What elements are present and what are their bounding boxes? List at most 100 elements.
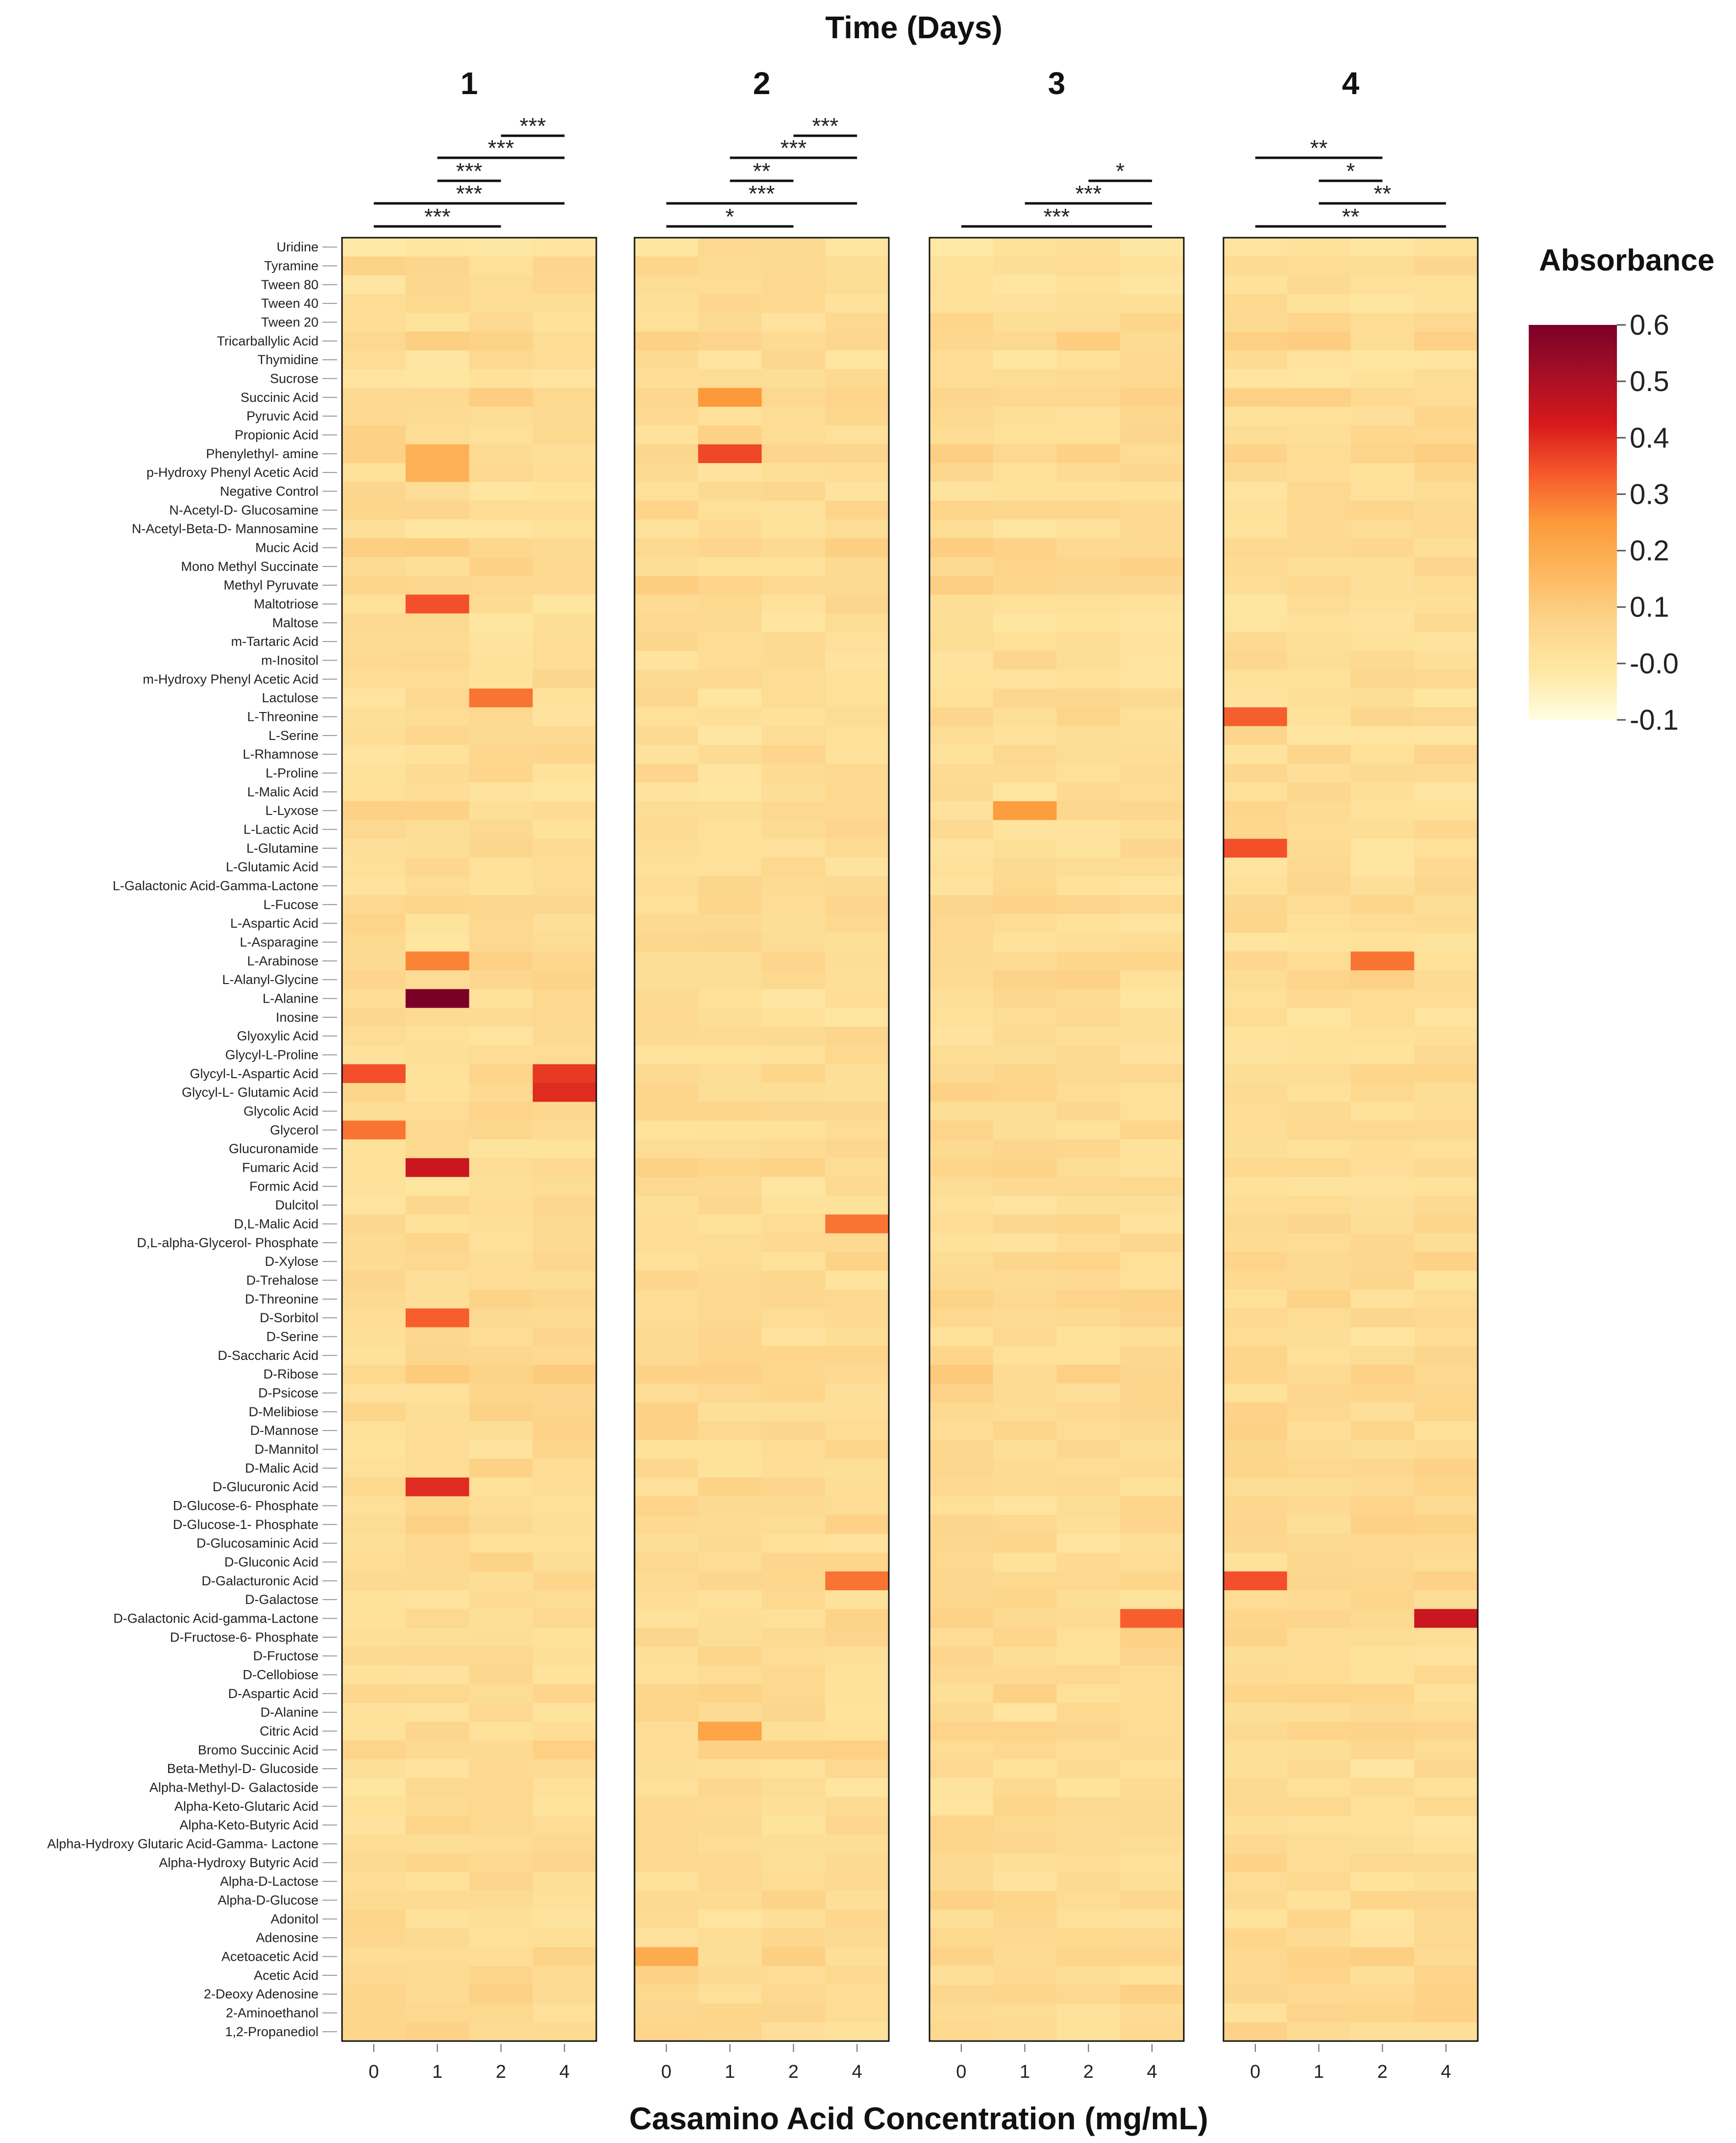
heatmap-cell bbox=[1287, 1740, 1351, 1760]
heatmap-cell bbox=[1120, 1928, 1184, 1947]
heatmap-cell bbox=[1350, 989, 1415, 1009]
heatmap-cell bbox=[1287, 444, 1351, 464]
heatmap-cell bbox=[405, 1478, 470, 1497]
heatmap-cell bbox=[533, 1816, 597, 1835]
heatmap-cell bbox=[1120, 519, 1184, 539]
heatmap-cell bbox=[533, 294, 597, 313]
heatmap-cell bbox=[698, 1064, 762, 1084]
heatmap-cell bbox=[761, 764, 826, 783]
heatmap-cell bbox=[469, 1534, 533, 1553]
heatmap-cell bbox=[1350, 1571, 1415, 1591]
heatmap-cell bbox=[1287, 613, 1351, 633]
heatmap-cell bbox=[469, 745, 533, 764]
heatmap-cell bbox=[1120, 876, 1184, 896]
heatmap-cell bbox=[698, 1947, 762, 1967]
heatmap-cell bbox=[635, 557, 699, 576]
heatmap-cell bbox=[1350, 933, 1415, 952]
heatmap-cell bbox=[1223, 1440, 1288, 1459]
heatmap-cell bbox=[929, 594, 994, 614]
heatmap-cell bbox=[698, 1478, 762, 1497]
heatmap-cell bbox=[469, 1346, 533, 1365]
heatmap-cell bbox=[1120, 2003, 1184, 2023]
heatmap-cell bbox=[1223, 238, 1288, 257]
heatmap-cell bbox=[533, 369, 597, 389]
heatmap-cell bbox=[993, 1909, 1057, 1929]
heatmap-cell bbox=[635, 1383, 699, 1403]
heatmap-cell bbox=[635, 1609, 699, 1628]
heatmap-cell bbox=[1287, 951, 1351, 971]
row-label: D-Sorbitol bbox=[260, 1310, 318, 1325]
heatmap-cell bbox=[1350, 1308, 1415, 1328]
heatmap-cell bbox=[342, 914, 406, 933]
heatmap-cell bbox=[1056, 1083, 1121, 1102]
panel-title: 2 bbox=[753, 66, 771, 101]
heatmap-cell bbox=[1350, 1928, 1415, 1947]
heatmap-cell bbox=[698, 689, 762, 708]
heatmap-cell bbox=[1287, 1609, 1351, 1628]
heatmap-cell bbox=[405, 1383, 470, 1403]
heatmap-cell bbox=[1287, 1421, 1351, 1440]
heatmap-cell bbox=[635, 1872, 699, 1891]
heatmap-cell bbox=[1287, 1383, 1351, 1403]
heatmap-cell bbox=[635, 838, 699, 858]
heatmap-cell bbox=[1223, 1120, 1288, 1140]
heatmap-cell bbox=[825, 369, 889, 389]
heatmap-cell bbox=[1056, 1928, 1121, 1947]
heatmap-cell bbox=[635, 1891, 699, 1910]
heatmap-cell bbox=[1056, 1722, 1121, 1741]
heatmap-cell bbox=[342, 613, 406, 633]
heatmap-cell bbox=[1414, 801, 1478, 820]
heatmap-cell bbox=[825, 1759, 889, 1778]
heatmap-cell bbox=[1223, 858, 1288, 877]
heatmap-cell bbox=[533, 1440, 597, 1459]
heatmap-cell bbox=[1350, 1496, 1415, 1516]
heatmap-cell bbox=[1414, 820, 1478, 839]
heatmap-cell bbox=[698, 895, 762, 914]
heatmap-cell bbox=[405, 1252, 470, 1271]
row-label: D-Trehalose bbox=[246, 1273, 318, 1288]
heatmap-cell bbox=[405, 1365, 470, 1384]
heatmap-cell bbox=[469, 1158, 533, 1178]
heatmap-cell bbox=[635, 876, 699, 896]
heatmap-cell bbox=[1120, 1627, 1184, 1647]
heatmap-cell bbox=[993, 256, 1057, 276]
heatmap-cell bbox=[1350, 2022, 1415, 2042]
heatmap-cell bbox=[993, 1928, 1057, 1947]
heatmap-cell bbox=[825, 933, 889, 952]
heatmap-cell bbox=[1287, 1064, 1351, 1084]
heatmap-cell bbox=[1120, 594, 1184, 614]
panel-border bbox=[341, 237, 597, 2042]
heatmap-cell bbox=[929, 613, 994, 633]
heatmap-cell bbox=[1287, 876, 1351, 896]
heatmap-cell bbox=[533, 1045, 597, 1065]
heatmap-cell bbox=[929, 651, 994, 670]
heatmap-cell bbox=[1223, 275, 1288, 295]
heatmap-cell bbox=[698, 876, 762, 896]
heatmap-cell bbox=[1414, 1665, 1478, 1685]
heatmap-cell bbox=[405, 764, 470, 783]
panel-day-3: 30 1 2 4 bbox=[929, 66, 1185, 2082]
heatmap-cell bbox=[533, 576, 597, 595]
heatmap-cell bbox=[1056, 1834, 1121, 1854]
heatmap-cell bbox=[469, 238, 533, 257]
heatmap-cell bbox=[825, 1740, 889, 1760]
heatmap-cell bbox=[1056, 1552, 1121, 1572]
heatmap-cell bbox=[1056, 707, 1121, 727]
heatmap-cell bbox=[1223, 1722, 1288, 1741]
heatmap-cell bbox=[1120, 1271, 1184, 1290]
heatmap-cell bbox=[761, 2022, 826, 2042]
heatmap-cell bbox=[1350, 764, 1415, 783]
heatmap-cell bbox=[825, 1928, 889, 1947]
heatmap-cell bbox=[1350, 313, 1415, 332]
heatmap-cell bbox=[1056, 858, 1121, 877]
row-label: Adonitol bbox=[270, 1912, 318, 1926]
heatmap-cell bbox=[1414, 1365, 1478, 1384]
heatmap-cell bbox=[698, 1120, 762, 1140]
heatmap-cell bbox=[1414, 707, 1478, 727]
heatmap-cell bbox=[761, 1703, 826, 1722]
heatmap-cell bbox=[1350, 1383, 1415, 1403]
heatmap-cell bbox=[635, 1327, 699, 1347]
heatmap-cell bbox=[698, 2003, 762, 2023]
heatmap-cell bbox=[405, 1064, 470, 1084]
heatmap-cell bbox=[929, 632, 994, 651]
